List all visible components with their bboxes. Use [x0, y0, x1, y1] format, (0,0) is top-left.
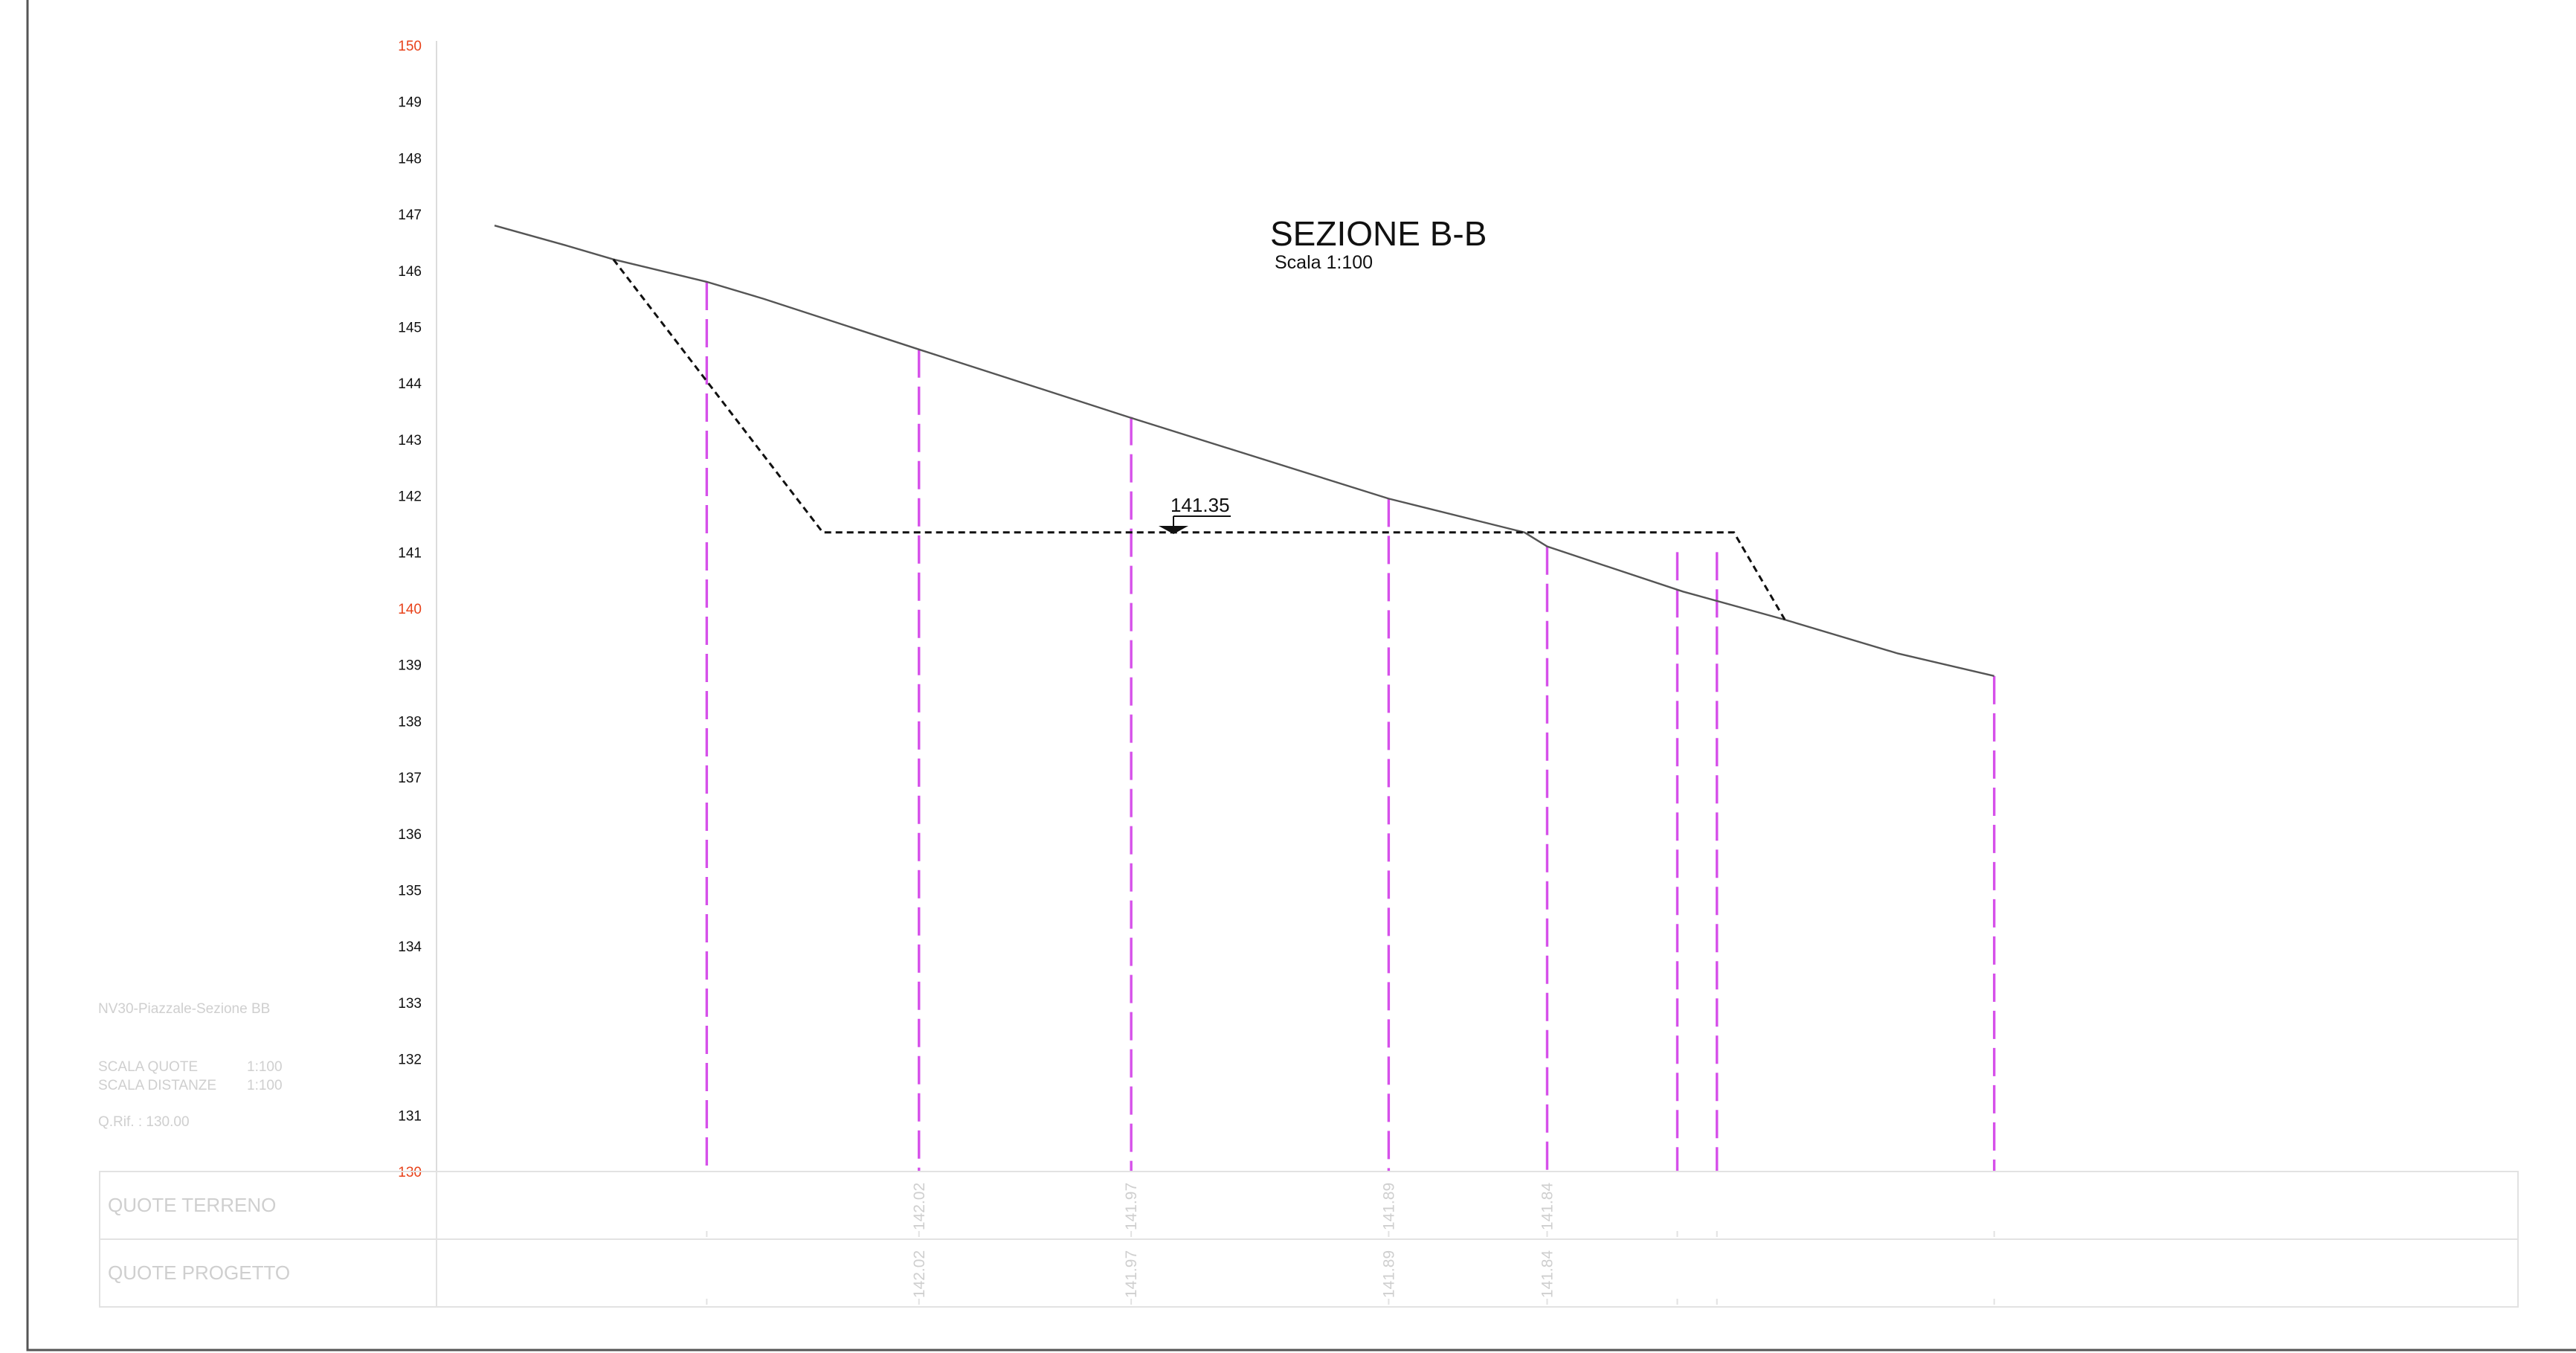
y-tick-label: 144 [398, 376, 422, 392]
scala-quote-label: SCALA QUOTE [98, 1059, 198, 1075]
table-value-progetto: 141.84 [1539, 1250, 1556, 1299]
section-title: SEZIONE B-B [1270, 214, 1487, 253]
y-tick-label: 132 [398, 1052, 422, 1068]
y-tick-label: 143 [398, 433, 422, 449]
y-tick-label: 145 [398, 321, 422, 336]
level-label: 141.35 [1171, 494, 1230, 516]
y-tick-label: 133 [398, 996, 422, 1012]
scala-quote-value: 1:100 [247, 1059, 283, 1075]
y-tick-label: 139 [398, 658, 422, 674]
level-triangle-icon [1159, 526, 1188, 534]
table-value-terreno: 142.02 [911, 1183, 928, 1230]
station-lines [705, 281, 1996, 1172]
info-block: NV30-Piazzale-Sezione BB SCALA QUOTE 1:1… [98, 1001, 283, 1130]
y-axis-ticks: 130 131 132 133 134 135 136 137 138 139 140 141 142 1… [398, 39, 422, 1180]
y-tick-label: 149 [398, 95, 422, 111]
y-tick-label: 131 [398, 1108, 422, 1124]
table-value-terreno: 141.89 [1380, 1183, 1397, 1230]
scale-subtitle: Scala 1:100 [1275, 252, 1373, 273]
table-value-terreno: 141.84 [1539, 1183, 1556, 1231]
terrain-profile-line [494, 225, 1994, 677]
y-tick-label: 142 [398, 489, 422, 505]
sheet-frame [26, 0, 2576, 1352]
y-tick-label: 147 [398, 208, 422, 223]
y-tick-label: 140 [398, 602, 422, 617]
level-marker: 141.35 [1159, 494, 1231, 534]
y-tick-label: 146 [398, 264, 422, 280]
project-profile-line [612, 258, 1786, 620]
y-tick-label: 130 [398, 1165, 422, 1180]
row-label-progetto: QUOTE PROGETTO [108, 1262, 290, 1284]
scala-distanze-label: SCALA DISTANZE [98, 1078, 216, 1093]
table-value-progetto: 141.89 [1380, 1250, 1397, 1298]
table-value-progetto: 141.97 [1123, 1250, 1140, 1298]
scala-distanze-value: 1:100 [247, 1078, 283, 1093]
quota-riferimento: Q.Rif. : 130.00 [98, 1114, 190, 1130]
elevation-table: QUOTE TERRENO QUOTE PROGETTO 142.02142.0… [99, 1171, 2519, 1308]
y-tick-label: 136 [398, 827, 422, 843]
table-value-terreno: 141.97 [1123, 1183, 1140, 1230]
drawing-name: NV30-Piazzale-Sezione BB [98, 1001, 270, 1017]
y-tick-label: 141 [398, 545, 422, 561]
y-tick-label: 134 [398, 939, 422, 955]
y-tick-label: 138 [398, 714, 422, 730]
y-tick-label: 150 [398, 39, 422, 54]
y-tick-label: 148 [398, 151, 422, 167]
table-values: 142.02 142.02 141.97 141.97 141.89 141.89 141.… [706, 1183, 1995, 1305]
y-tick-label: 135 [398, 884, 422, 899]
table-value-progetto: 142.02 [911, 1250, 928, 1298]
y-tick-label: 137 [398, 771, 422, 786]
row-label-terreno: QUOTE TERRENO [108, 1194, 276, 1216]
